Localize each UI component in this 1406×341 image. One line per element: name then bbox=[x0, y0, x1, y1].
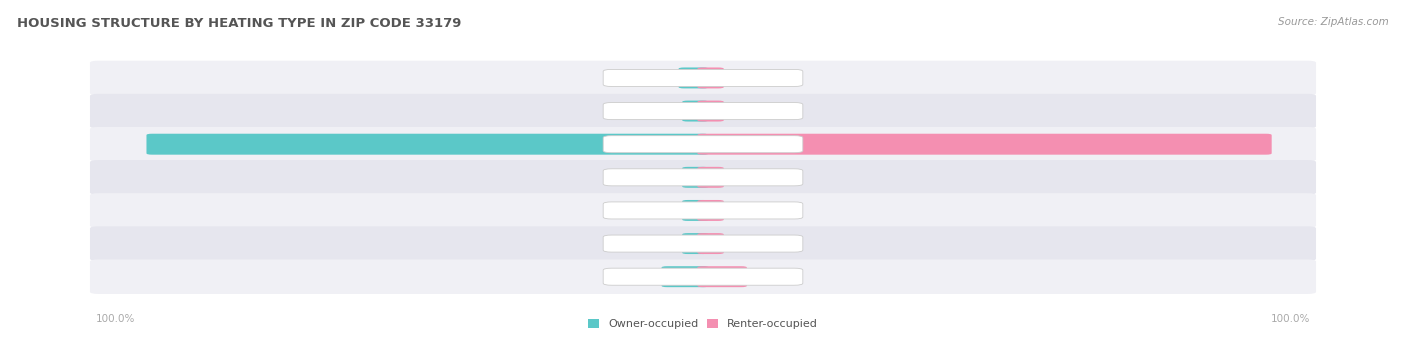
Text: All other Fuels: All other Fuels bbox=[668, 239, 738, 249]
Text: HOUSING STRUCTURE BY HEATING TYPE IN ZIP CODE 33179: HOUSING STRUCTURE BY HEATING TYPE IN ZIP… bbox=[17, 17, 461, 30]
Text: Fuel Oil or Kerosene: Fuel Oil or Kerosene bbox=[654, 172, 752, 182]
Text: 0.0%: 0.0% bbox=[654, 239, 678, 249]
Text: Utility Gas: Utility Gas bbox=[678, 73, 728, 83]
Text: 0.0%: 0.0% bbox=[728, 239, 752, 249]
Text: 0.0%: 0.0% bbox=[728, 205, 752, 216]
Text: 92.7%: 92.7% bbox=[1211, 139, 1244, 149]
Text: 0.75%: 0.75% bbox=[728, 73, 759, 83]
Text: 0.26%: 0.26% bbox=[647, 106, 678, 116]
Text: 6.3%: 6.3% bbox=[751, 272, 776, 282]
Text: 5.9%: 5.9% bbox=[633, 272, 658, 282]
Legend: Owner-occupied, Renter-occupied: Owner-occupied, Renter-occupied bbox=[583, 314, 823, 334]
Text: 0.0%: 0.0% bbox=[728, 106, 752, 116]
Text: Bottled, Tank, or LP Gas: Bottled, Tank, or LP Gas bbox=[645, 106, 761, 116]
Text: Electricity: Electricity bbox=[679, 139, 727, 149]
Text: 0.0%: 0.0% bbox=[654, 172, 678, 182]
Text: 100.0%: 100.0% bbox=[1271, 314, 1310, 324]
Text: 90.7%: 90.7% bbox=[173, 139, 207, 149]
Text: Source: ZipAtlas.com: Source: ZipAtlas.com bbox=[1278, 17, 1389, 27]
Text: No Fuel Used: No Fuel Used bbox=[671, 272, 735, 282]
Text: 3.1%: 3.1% bbox=[650, 73, 675, 83]
Text: 0.31%: 0.31% bbox=[728, 172, 758, 182]
Text: 0.0%: 0.0% bbox=[654, 205, 678, 216]
Text: 100.0%: 100.0% bbox=[96, 314, 135, 324]
Text: Coal or Coke: Coal or Coke bbox=[672, 205, 734, 216]
